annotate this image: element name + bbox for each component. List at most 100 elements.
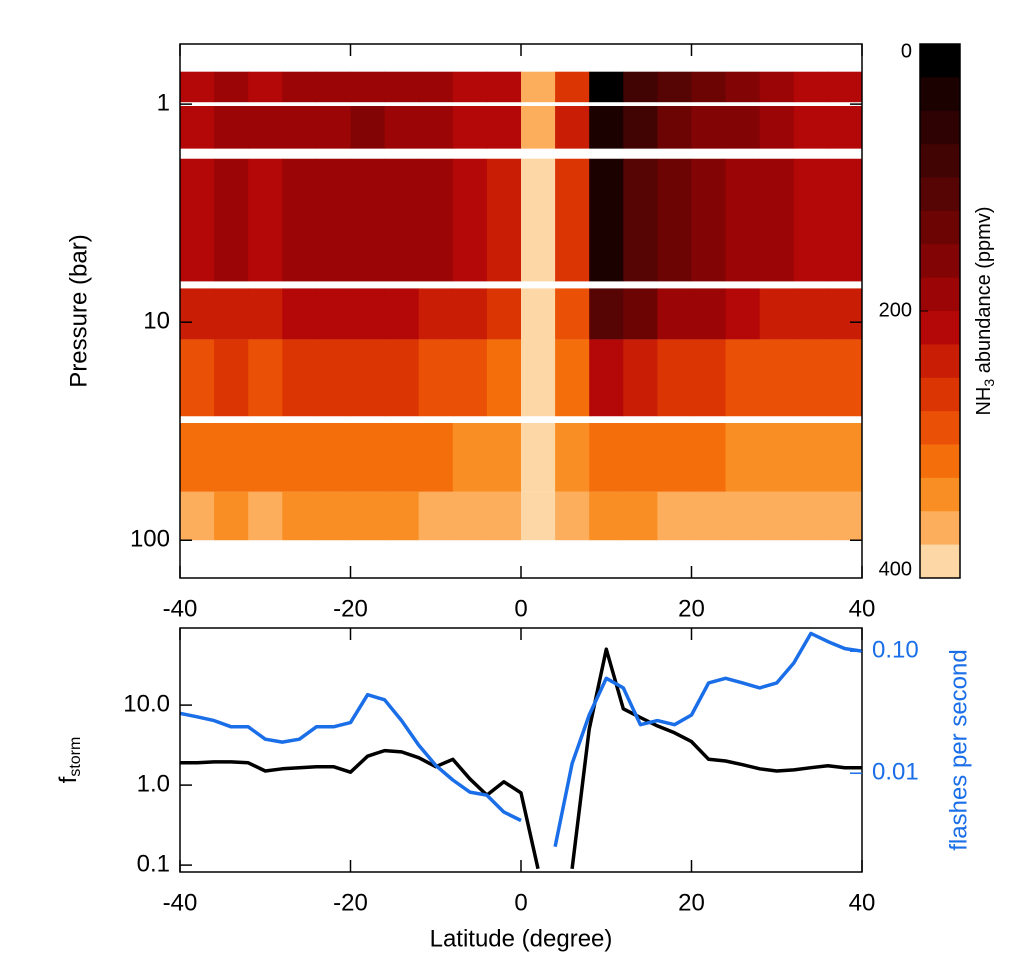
heatmap-cell (555, 423, 590, 492)
colorbar-step (920, 311, 960, 345)
heatmap-cell (589, 105, 624, 149)
heatmap-cell (248, 158, 283, 282)
heatmap-cell (589, 71, 624, 103)
heatmap-cell (316, 288, 351, 340)
heatmap-cell (589, 491, 624, 541)
heatmap-cell (759, 158, 795, 282)
heatmap-cell (316, 339, 351, 417)
heatmap-cell (589, 423, 624, 492)
label-part: NH (973, 387, 995, 416)
heatmap-cell (180, 71, 215, 103)
heatmap-cell (214, 71, 249, 103)
heatmap-cell (691, 339, 727, 417)
x-tick-label: -20 (333, 889, 368, 916)
heatmap-cell (418, 491, 454, 541)
heatmap-cell (759, 339, 795, 417)
heatmap-cell (214, 105, 249, 149)
colorbar-tick-label: 200 (879, 299, 912, 321)
heatmap-cell (418, 423, 454, 492)
y-tick-label: 1 (157, 89, 170, 116)
colorbar-tick-label: 0 (901, 40, 912, 62)
heatmap-cell (248, 105, 283, 149)
heatmap-cell (793, 491, 829, 541)
heatmap-cell (827, 339, 862, 417)
heatmap-cell (555, 288, 590, 340)
heatmap-cell (725, 158, 761, 282)
heatmap-cell (350, 158, 386, 282)
x-axis-label: Latitude (degree) (430, 925, 613, 952)
heatmap-cell (827, 288, 862, 340)
heatmap-cell (282, 288, 317, 340)
heatmap-cell (555, 158, 590, 282)
heatmap-cell (657, 105, 692, 149)
x-tick-label: 40 (849, 889, 876, 916)
heatmap-cell (248, 423, 283, 492)
heatmap-cell (486, 339, 522, 417)
x-tick-label: 20 (678, 889, 705, 916)
colorbar-step (920, 411, 960, 445)
heatmap-cell (589, 288, 624, 340)
heatmap-cell (384, 105, 420, 149)
heatmap-cell (282, 491, 317, 541)
heatmap-cell (452, 339, 488, 417)
colorbar-step (920, 444, 960, 479)
heatmap-cell (452, 105, 488, 149)
heatmap-cell (759, 288, 795, 340)
heatmap-cell (657, 339, 692, 417)
heatmap-cell (759, 423, 795, 492)
heatmap-cell (384, 71, 420, 103)
heatmap-cell (486, 288, 522, 340)
heatmap-cell (793, 423, 829, 492)
colorbar-step (920, 210, 960, 245)
colorbar-step (920, 277, 960, 312)
heatmap-cell (691, 423, 727, 492)
heatmap-cell (759, 71, 795, 103)
heatmap-cell (282, 158, 317, 282)
heatmap-cell (657, 423, 692, 492)
heatmap-cell (350, 288, 386, 340)
heatmap-cell (350, 339, 386, 417)
heatmap-cell (725, 105, 761, 149)
heatmap-cell (623, 288, 658, 340)
y-tick-label: 0.1 (137, 850, 170, 877)
heatmap-cell (316, 105, 351, 149)
heatmap-cell (486, 71, 522, 103)
heatmap-cell (725, 71, 761, 103)
heatmap-cell (691, 288, 727, 340)
heatmap-cell (657, 491, 692, 541)
heatmap-cell (827, 491, 862, 541)
heatmap-cell (418, 288, 454, 340)
heatmap-cell (623, 491, 658, 541)
heatmap-cell (248, 288, 283, 340)
heatmap-cell (521, 339, 556, 417)
heatmap-cell (452, 158, 488, 282)
heatmap-cell (793, 158, 829, 282)
y2-tick-label: 0.10 (872, 637, 919, 664)
heatmap-cell (759, 491, 795, 541)
heatmap-cell (180, 491, 215, 541)
heatmap-cell (793, 105, 829, 149)
heatmap-cell (248, 491, 283, 541)
heatmap-cell (589, 158, 624, 282)
colorbar-step (920, 244, 960, 279)
x-tick-label: 0 (514, 889, 527, 916)
label-part: abundance (ppmv) (973, 206, 995, 378)
colorbar-step (920, 110, 960, 145)
heatmap-cell (691, 491, 727, 541)
y-tick-label: 1.0 (137, 770, 170, 797)
label-sub: storm (67, 737, 84, 777)
x-tick-label: 0 (514, 595, 527, 622)
heatmap-cell (316, 158, 351, 282)
y-tick-label: 10.0 (123, 690, 170, 717)
y2-axis-label: flashes per second (945, 649, 972, 850)
heatmap-cell (316, 491, 351, 541)
heatmap-cell (452, 423, 488, 492)
x-tick-label: 40 (849, 595, 876, 622)
heatmap-cell (521, 491, 556, 541)
heatmap-cell (384, 423, 420, 492)
x-tick-label: -40 (163, 595, 198, 622)
colorbar-label: NH3 abundance (ppmv) (973, 206, 996, 415)
label-sub: 3 (981, 379, 997, 387)
heatmap-cell (725, 491, 761, 541)
